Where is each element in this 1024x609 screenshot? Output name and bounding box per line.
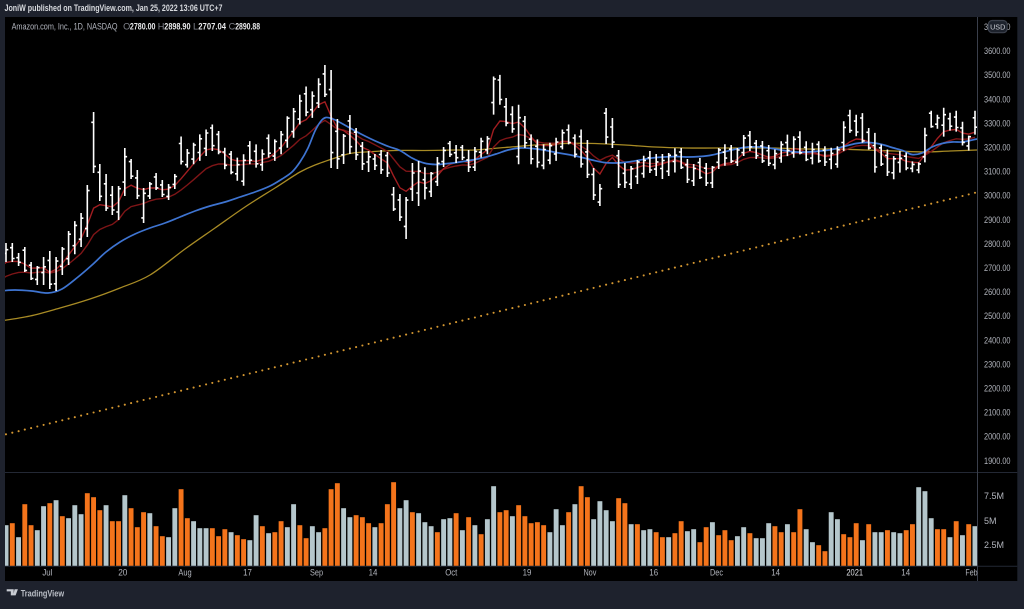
svg-text:H: H (158, 22, 165, 32)
svg-text:16: 16 (649, 568, 658, 578)
svg-text:Jul: Jul (42, 568, 52, 578)
svg-text:2200.00: 2200.00 (984, 384, 1011, 394)
svg-text:2600.00: 2600.00 (984, 287, 1011, 297)
svg-text:2800.00: 2800.00 (984, 239, 1011, 249)
svg-text:14: 14 (369, 568, 378, 578)
svg-text:20: 20 (118, 568, 127, 578)
svg-text:Dec: Dec (710, 568, 723, 578)
svg-text:TradingView: TradingView (21, 589, 65, 599)
svg-text:3300.00: 3300.00 (984, 118, 1011, 128)
svg-text:C: C (229, 22, 236, 32)
svg-text:2.5M: 2.5M (984, 540, 1004, 550)
svg-text:3500.00: 3500.00 (984, 70, 1011, 80)
svg-text:1900.00: 1900.00 (984, 456, 1011, 466)
svg-text:O: O (123, 22, 130, 32)
svg-text:2100.00: 2100.00 (984, 408, 1011, 418)
svg-text:3600.00: 3600.00 (984, 46, 1011, 56)
svg-text:2707.04: 2707.04 (198, 22, 226, 32)
svg-text:2780.00: 2780.00 (130, 22, 156, 32)
svg-text:14: 14 (771, 568, 780, 578)
svg-text:2500.00: 2500.00 (984, 311, 1011, 321)
svg-text:2700.00: 2700.00 (984, 263, 1011, 273)
svg-text:Nov: Nov (583, 568, 596, 578)
svg-text:Oct: Oct (445, 568, 458, 578)
svg-text:2890.88: 2890.88 (235, 22, 260, 32)
svg-text:5M: 5M (984, 516, 997, 526)
svg-text:19: 19 (523, 568, 532, 578)
svg-text:USD: USD (990, 23, 1005, 32)
svg-text:L: L (193, 22, 198, 32)
svg-text:17: 17 (243, 568, 252, 578)
svg-text:14: 14 (901, 568, 910, 578)
svg-text:JoniW published on TradingView: JoniW published on TradingView.com, Jan … (5, 3, 223, 13)
svg-text:2900.00: 2900.00 (984, 215, 1011, 225)
svg-text:3200.00: 3200.00 (984, 143, 1011, 153)
svg-text:2000.00: 2000.00 (984, 432, 1011, 442)
svg-text:3100.00: 3100.00 (984, 167, 1011, 177)
svg-text:Aug: Aug (178, 568, 191, 578)
svg-text:2021: 2021 (846, 568, 863, 578)
svg-text:2300.00: 2300.00 (984, 359, 1011, 369)
svg-text:Amazon.com, Inc., 1D, NASDAQ: Amazon.com, Inc., 1D, NASDAQ (12, 22, 118, 32)
svg-text:Sep: Sep (310, 568, 323, 578)
svg-text:2898.90: 2898.90 (164, 22, 190, 32)
svg-text:3000.00: 3000.00 (984, 191, 1011, 201)
svg-text:Feb: Feb (965, 568, 977, 578)
svg-text:2400.00: 2400.00 (984, 335, 1011, 345)
svg-text:7.5M: 7.5M (984, 491, 1004, 501)
svg-text:3400.00: 3400.00 (984, 94, 1011, 104)
